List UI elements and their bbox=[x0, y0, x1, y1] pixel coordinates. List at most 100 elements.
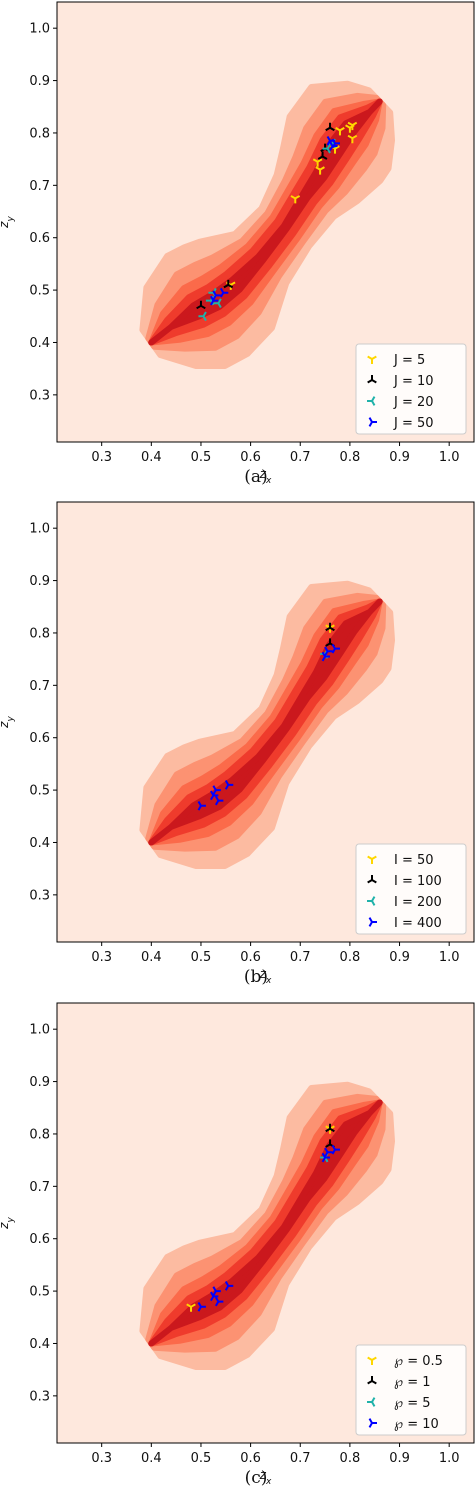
x-axis-label-sub: x bbox=[265, 976, 272, 986]
x-tick-label: 0.4 bbox=[141, 450, 162, 465]
y-tick-label: 1.0 bbox=[29, 22, 50, 37]
x-tick-label: 1.0 bbox=[439, 1451, 460, 1466]
x-axis-label-sub: x bbox=[265, 476, 272, 486]
x-tick-label: 0.6 bbox=[240, 450, 261, 465]
y-axis-label: zy bbox=[0, 716, 16, 729]
series-4 bbox=[197, 1144, 340, 1312]
data-point bbox=[198, 311, 207, 322]
y-tick-label: 0.4 bbox=[29, 336, 50, 351]
series-1 bbox=[225, 121, 358, 290]
legend-marker bbox=[367, 1397, 376, 1407]
legend-label: I = 200 bbox=[394, 895, 442, 910]
x-tick-label: 0.6 bbox=[240, 1451, 261, 1466]
legend-label: I = 100 bbox=[394, 874, 442, 889]
data-points bbox=[196, 121, 358, 322]
legend-label: I = 50 bbox=[394, 853, 434, 868]
legend-box bbox=[355, 1344, 467, 1436]
density-contours bbox=[139, 1081, 395, 1370]
legend-label: J = 20 bbox=[393, 395, 434, 410]
y-tick-label: 0.5 bbox=[29, 284, 50, 299]
data-point bbox=[214, 795, 224, 806]
data-point bbox=[312, 158, 323, 167]
legend-marker bbox=[367, 355, 377, 364]
y-tick-label: 1.0 bbox=[29, 1023, 50, 1038]
panel-caption: (c) bbox=[245, 1468, 268, 1488]
legend-label: ℘ = 1 bbox=[394, 1375, 431, 1390]
y-tick-label: 0.8 bbox=[29, 626, 50, 641]
y-tick-label: 0.4 bbox=[29, 836, 50, 851]
chart-panel-1: 0.3 0.4 0.5 0.6 0.7 0.8 0.9 1.0 0.3 0.4 0.5 0.6 0.7 0… bbox=[0, 1, 475, 487]
y-axis-label-sub: y bbox=[6, 716, 16, 723]
data-point bbox=[325, 622, 335, 632]
data-point bbox=[223, 279, 234, 289]
data-point bbox=[347, 134, 358, 144]
legend-marker bbox=[367, 896, 376, 906]
plot-frame bbox=[56, 501, 475, 943]
x-tick-label: 0.9 bbox=[389, 1451, 410, 1466]
x-axis-label-sub: x bbox=[265, 1477, 272, 1487]
x-tick-label: 0.3 bbox=[91, 950, 112, 965]
plot-frame bbox=[56, 1002, 475, 1444]
y-tick-label: 0.5 bbox=[29, 1285, 50, 1300]
x-tick-label: 1.0 bbox=[439, 450, 460, 465]
density-contours bbox=[139, 80, 395, 369]
legend-marker bbox=[367, 375, 377, 384]
y-tick-label: 0.6 bbox=[29, 1232, 50, 1247]
y-tick-label: 0.3 bbox=[29, 888, 50, 903]
plot-frame bbox=[56, 1, 475, 443]
y-tick-label: 0.9 bbox=[29, 574, 50, 589]
legend-label: J = 50 bbox=[393, 416, 434, 431]
chart-panel-2: 0.3 0.4 0.5 0.6 0.7 0.8 0.9 1.0 0.3 0.4 0.5 0.6 0.7 0… bbox=[0, 501, 475, 987]
x-tick-label: 0.9 bbox=[389, 450, 410, 465]
series-4 bbox=[197, 643, 341, 811]
legend-marker bbox=[368, 417, 377, 427]
data-point bbox=[315, 166, 325, 175]
y-tick-label: 0.7 bbox=[29, 179, 50, 194]
legend-label: J = 5 bbox=[393, 353, 425, 368]
y-tick-label: 0.5 bbox=[29, 784, 50, 799]
legend: I = 50 I = 100 I = 200 I = 400 bbox=[355, 843, 467, 935]
y-axis-label-sub: y bbox=[6, 1217, 16, 1224]
data-point bbox=[212, 1286, 221, 1296]
y-tick-label: 0.3 bbox=[29, 388, 50, 403]
y-tick-label: 0.4 bbox=[29, 1337, 50, 1352]
data-point bbox=[324, 646, 333, 657]
x-tick-label: 0.4 bbox=[141, 950, 162, 965]
legend-label: ℘ = 0.5 bbox=[394, 1354, 443, 1369]
legend-marker bbox=[367, 875, 377, 884]
data-point bbox=[331, 643, 341, 654]
y-tick-label: 0.8 bbox=[29, 126, 50, 141]
chart-panel-3: 0.3 0.4 0.5 0.6 0.7 0.8 0.9 1.0 0.3 0.4 0.5 0.6 0.7 0… bbox=[0, 1002, 475, 1488]
data-point bbox=[219, 287, 229, 298]
data-point bbox=[347, 121, 358, 131]
legend-marker bbox=[367, 396, 376, 406]
y-tick-label: 0.9 bbox=[29, 1075, 50, 1090]
series-4 bbox=[210, 135, 341, 306]
data-point bbox=[213, 298, 222, 309]
y-axis-label: zy bbox=[0, 216, 16, 229]
x-tick-label: 0.3 bbox=[91, 1451, 112, 1466]
data-point bbox=[186, 1303, 196, 1312]
y-tick-label: 0.7 bbox=[29, 1180, 50, 1195]
contour-level-5 bbox=[148, 1099, 383, 1347]
data-point bbox=[212, 785, 221, 795]
data-point bbox=[214, 1296, 224, 1307]
data-point bbox=[322, 143, 331, 154]
x-tick-label: 0.8 bbox=[340, 950, 361, 965]
x-tick-label: 0.8 bbox=[340, 1451, 361, 1466]
data-point bbox=[210, 790, 219, 801]
data-point bbox=[197, 800, 206, 811]
x-tick-label: 0.7 bbox=[290, 1451, 311, 1466]
data-point bbox=[324, 1147, 333, 1158]
data-points bbox=[197, 622, 341, 811]
contour-level-5 bbox=[148, 598, 383, 846]
data-point bbox=[325, 1123, 335, 1133]
x-tick-label: 0.7 bbox=[290, 450, 311, 465]
data-point bbox=[331, 1144, 340, 1155]
y-tick-label: 0.7 bbox=[29, 679, 50, 694]
contour-level-5 bbox=[148, 98, 383, 346]
x-tick-label: 0.5 bbox=[191, 1451, 212, 1466]
y-tick-label: 0.9 bbox=[29, 74, 50, 89]
